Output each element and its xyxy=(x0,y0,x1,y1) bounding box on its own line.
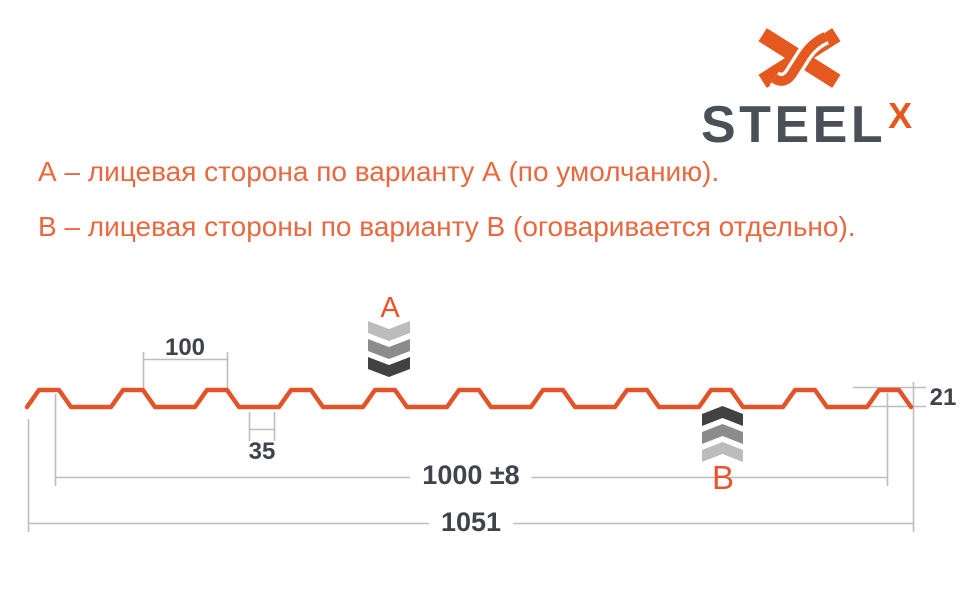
marker-b-label: В xyxy=(711,459,735,496)
dimension-lines xyxy=(27,352,926,532)
marker-a-label: А xyxy=(380,292,400,324)
dim-overall-width-label: 1051 xyxy=(428,509,514,536)
dim-cover-width-label: 1000 ±8 xyxy=(410,462,532,489)
legend-line-a: А – лицевая сторона по варианту А (по ум… xyxy=(38,156,720,187)
brand-sup-x: X xyxy=(888,95,913,136)
chevron-a-icon xyxy=(368,321,410,377)
chevron-b-icon xyxy=(702,406,743,462)
brand-name: STEEL xyxy=(701,96,887,154)
legend-line-b: В – лицевая стороны по варианту В (огова… xyxy=(38,211,856,242)
brand-wordmark: STEELX xyxy=(701,96,912,154)
dim-valley-width-label: 35 xyxy=(248,438,276,465)
dim-pitch-label: 100 xyxy=(164,334,206,361)
steelx-logo-icon xyxy=(758,28,841,90)
sheet-profile-outline xyxy=(24,387,914,410)
dim-profile-height-label: 21 xyxy=(929,384,957,411)
